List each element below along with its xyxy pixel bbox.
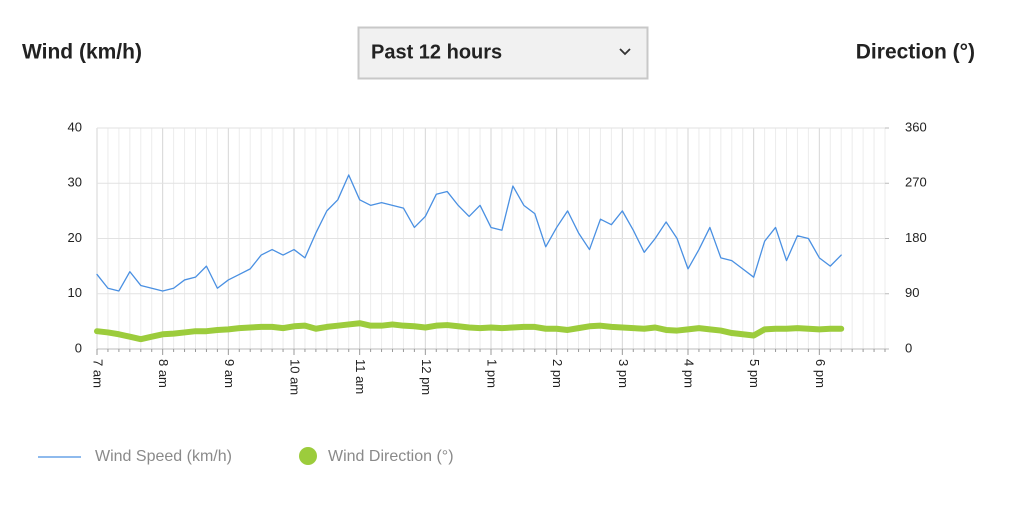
y2-tick-label: 180 xyxy=(905,230,927,245)
dropdown-chevron[interactable] xyxy=(619,48,631,56)
y-tick-label: 10 xyxy=(68,285,82,300)
y2-tick-label: 270 xyxy=(905,175,927,190)
x-tick-label: 12 pm xyxy=(419,359,434,395)
x-tick-label: 7 am xyxy=(91,359,106,388)
dropdown-box[interactable] xyxy=(357,26,649,80)
y2-tick-label: 0 xyxy=(905,340,912,355)
x-tick-label: 6 pm xyxy=(813,359,828,388)
x-tick-label: 2 pm xyxy=(550,359,565,388)
x-tick-label: 1 pm xyxy=(485,359,500,388)
y-tick-label: 0 xyxy=(75,340,82,355)
legend-label: Wind Speed (km/h) xyxy=(95,448,232,465)
x-tick-label: 5 pm xyxy=(747,359,762,388)
x-tick-label: 4 pm xyxy=(682,359,697,388)
dropdown-label[interactable]: Past 12 hours xyxy=(371,41,502,63)
dropdown[interactable]: Past 12 hours xyxy=(357,26,649,80)
x-tick-label: 9 am xyxy=(222,359,237,388)
x-tick-label: 8 am xyxy=(156,359,171,388)
y-tick-label: 40 xyxy=(68,119,82,134)
speed-line xyxy=(96,174,842,292)
x-tick-label: 11 am xyxy=(353,359,368,394)
y2-tick-label: 360 xyxy=(905,119,927,134)
left-title: Wind (km/h) xyxy=(22,41,142,64)
y-tick-label: 20 xyxy=(68,230,82,245)
legend-marker xyxy=(299,447,317,465)
plot: 0 10 20 30 40 0 90 180 270 360 7 am 8 am 9 am 10 am 11… xyxy=(68,119,927,395)
y-tick-label: 30 xyxy=(68,175,82,190)
x-tick-label: 3 pm xyxy=(616,359,631,388)
right-title: Direction (°) xyxy=(856,41,975,64)
direction-line xyxy=(94,320,845,343)
legend-label: Wind Direction (°) xyxy=(328,448,454,465)
x-tick-label: 10 am xyxy=(288,359,303,395)
y2-tick-label: 90 xyxy=(905,285,919,300)
